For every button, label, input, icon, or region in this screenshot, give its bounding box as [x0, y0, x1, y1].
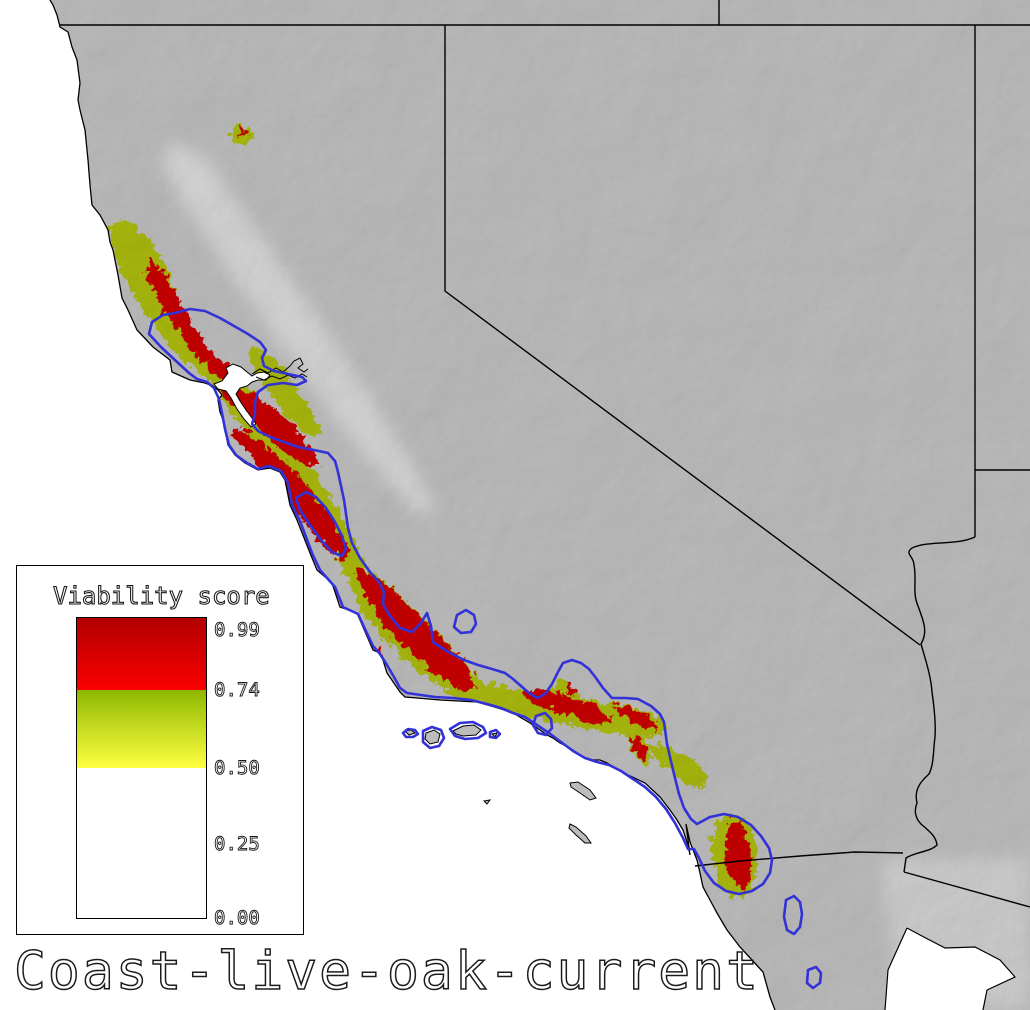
range-contour-small-ring: [452, 608, 478, 635]
legend-segment-mid: [77, 690, 206, 768]
legend-tick-074: 0.74: [214, 679, 261, 702]
san-francisco-bay: [213, 363, 271, 428]
border-nevada-utah-arizona: [974, 25, 1030, 537]
legend-tick-050: 0.50: [214, 757, 261, 780]
range-contour-salinas-ring: [294, 490, 348, 558]
border-mexico: [694, 851, 1030, 908]
legend-colorbar: [76, 617, 207, 919]
legend-tick-025: 0.25: [214, 833, 261, 856]
legend-tick-099: 0.99: [214, 619, 261, 642]
legend-title: Viability score: [52, 581, 270, 610]
delta-channels: [251, 357, 309, 381]
legend-segment-low: [77, 768, 206, 918]
legend-box: Viability score 0.99 0.74 0.50 0.25 0.00: [16, 565, 304, 935]
range-contour-main: [147, 307, 774, 896]
border-california-nevada: [444, 25, 921, 646]
channel-islands: [403, 724, 597, 844]
legend-tick-000: 0.00: [214, 907, 261, 930]
colorado-river-border: [903, 536, 976, 873]
map-title: Coast-live-oak-current: [13, 940, 760, 1003]
range-contour-baja-rings: [782, 894, 823, 990]
legend-segment-high: [77, 618, 206, 690]
range-contours: [147, 307, 823, 990]
range-contour-ventura-ring: [531, 711, 554, 737]
state-borders: [60, 0, 1030, 908]
range-contour-island-rings: [401, 720, 502, 750]
gulf-coastline: [884, 927, 1016, 1010]
